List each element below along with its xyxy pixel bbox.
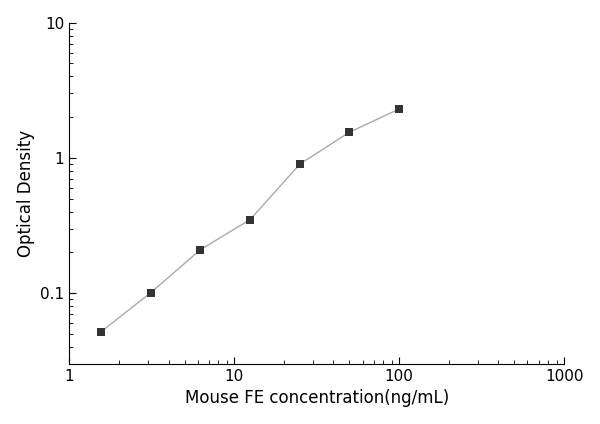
- Y-axis label: Optical Density: Optical Density: [17, 130, 35, 257]
- X-axis label: Mouse FE concentration(ng/mL): Mouse FE concentration(ng/mL): [185, 389, 449, 407]
